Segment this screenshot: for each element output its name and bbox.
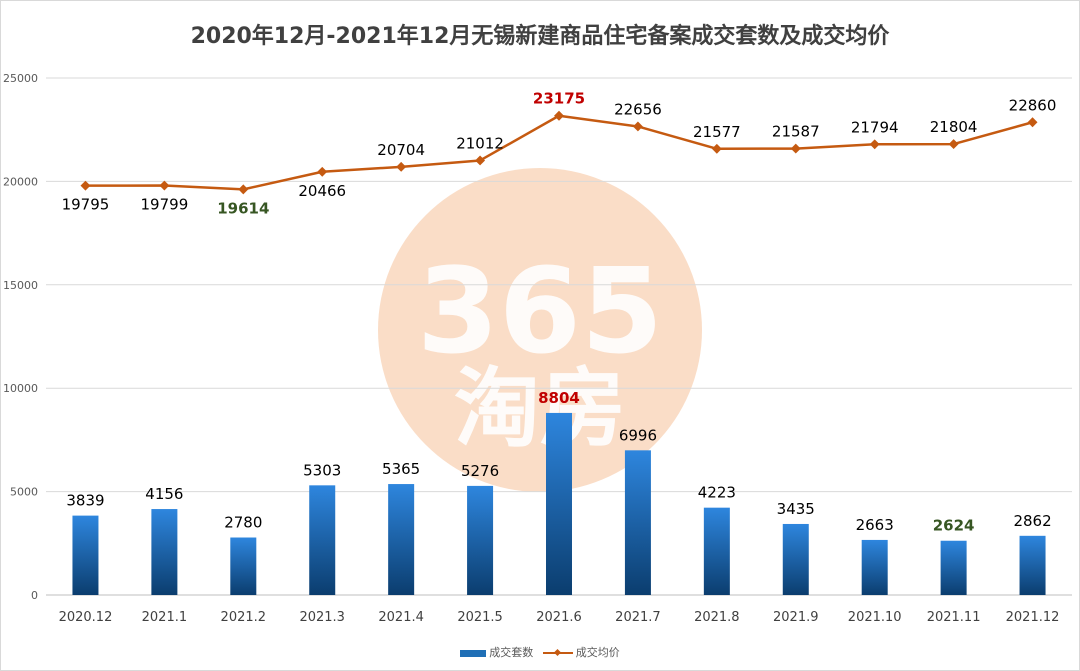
x-tick-label: 2021.4 — [378, 610, 424, 625]
bar-data-label: 2624 — [933, 517, 975, 535]
x-tick-label: 2021.6 — [536, 610, 582, 625]
line-data-label: 21577 — [693, 123, 741, 141]
line-point — [159, 180, 170, 191]
bar — [861, 539, 888, 595]
bar — [940, 540, 967, 595]
line-data-label: 22860 — [1009, 96, 1057, 114]
line-data-label: 19799 — [141, 196, 189, 214]
legend-swatch-line — [542, 649, 573, 657]
bar-data-label: 6996 — [619, 426, 657, 444]
line-point — [554, 110, 564, 121]
line-point — [632, 121, 643, 132]
legend-label-bar: 成交套数 — [489, 646, 534, 659]
legend-item-bar: 成交套数 — [460, 644, 533, 660]
line-data-label: 21012 — [456, 134, 504, 152]
y-tick-label: 10000 — [3, 382, 38, 395]
x-tick-label: 2021.7 — [615, 610, 661, 625]
line-data-label: 20704 — [377, 141, 425, 159]
x-tick-label: 2020.12 — [59, 610, 113, 625]
bar — [72, 515, 99, 595]
line-point — [711, 143, 722, 154]
bar-data-label: 2663 — [856, 516, 894, 534]
y-tick-label: 0 — [31, 589, 38, 602]
line-point — [396, 161, 407, 172]
legend-item-line: 成交均价 — [542, 644, 620, 660]
bar — [151, 509, 178, 595]
line-point — [80, 180, 91, 191]
x-tick-label: 2021.12 — [1006, 610, 1060, 625]
x-tick-label: 2021.10 — [848, 610, 902, 625]
bar-data-label: 2780 — [224, 514, 262, 532]
line-data-label: 21587 — [772, 123, 820, 141]
line-point — [317, 166, 328, 177]
x-tick-label: 2021.2 — [221, 610, 267, 625]
x-tick-label: 2021.9 — [773, 610, 819, 625]
bar — [546, 412, 572, 595]
line-data-label: 19795 — [62, 196, 110, 214]
bar-data-label: 2862 — [1013, 512, 1051, 530]
bar — [230, 537, 257, 595]
watermark-circle — [378, 168, 702, 492]
bar-data-label: 5303 — [303, 461, 341, 479]
y-tick-label: 20000 — [3, 175, 38, 188]
line-point — [475, 155, 486, 166]
line-data-label: 21794 — [851, 118, 899, 136]
line-point — [869, 139, 880, 150]
line-point — [1027, 117, 1038, 128]
chart-title: 2020年12月-2021年12月无锡新建商品住宅备案成交套数及成交均价 — [190, 24, 890, 49]
bar-data-label: 5365 — [382, 460, 420, 478]
x-tick-label: 2021.1 — [142, 610, 188, 625]
bar-data-label: 3839 — [66, 492, 104, 510]
line-point — [948, 139, 959, 150]
bar — [703, 507, 730, 595]
chart-legend: 成交套数 成交均价 — [0, 644, 1080, 660]
bar-data-label: 4223 — [698, 484, 736, 502]
bar-data-label: 8804 — [538, 389, 580, 407]
bar — [467, 485, 494, 595]
watermark-logo: 365 — [417, 242, 663, 380]
bar-data-label: 4156 — [145, 485, 183, 503]
x-tick-label: 2021.8 — [694, 610, 740, 625]
line-data-label: 22656 — [614, 100, 662, 118]
legend-swatch-bar — [460, 649, 487, 657]
watermark-logo: 淘房 — [454, 359, 626, 459]
bar — [1019, 535, 1046, 595]
line-data-label: 21804 — [930, 118, 978, 136]
bar — [388, 484, 415, 595]
line-data-label: 23175 — [533, 90, 585, 108]
x-tick-label: 2021.11 — [927, 610, 981, 625]
y-tick-label: 5000 — [10, 486, 38, 499]
bar-data-label: 3435 — [777, 500, 815, 518]
line-data-label: 19614 — [217, 199, 269, 217]
y-tick-label: 25000 — [3, 72, 38, 85]
y-tick-label: 15000 — [3, 279, 38, 292]
x-tick-label: 2021.3 — [299, 610, 345, 625]
bar-data-label: 5276 — [461, 462, 499, 480]
legend-label-line: 成交均价 — [575, 646, 620, 659]
bar — [782, 523, 809, 595]
x-tick-label: 2021.5 — [457, 610, 503, 625]
line-data-label: 20466 — [298, 182, 346, 200]
line-point — [790, 143, 801, 154]
bar — [309, 485, 336, 595]
bar — [624, 450, 651, 595]
line-point — [238, 184, 249, 195]
